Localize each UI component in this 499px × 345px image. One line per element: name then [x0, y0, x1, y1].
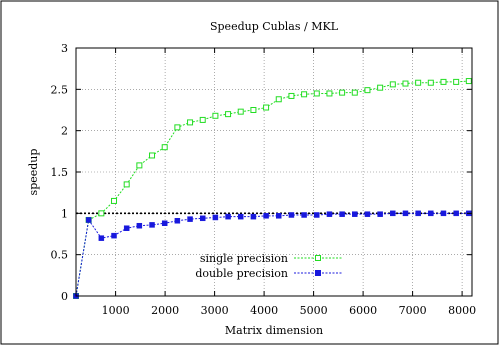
double-precision-point [352, 211, 358, 217]
y-tick-label: 2.5 [51, 83, 69, 96]
double-precision-point [225, 213, 231, 220]
double-precision-point [136, 222, 143, 229]
x-tick-label: 5000 [300, 304, 328, 317]
single-precision-point [313, 90, 320, 97]
single-precision-point [250, 107, 257, 113]
y-tick-label: 0 [61, 290, 68, 303]
single-precision-point [212, 112, 219, 119]
x-tick-label: 1000 [102, 304, 130, 317]
double-precision-point [415, 210, 421, 217]
x-tick-label: 2000 [151, 304, 179, 317]
single-precision-point [427, 79, 434, 86]
single-precision-point [136, 162, 143, 169]
single-precision-point [440, 78, 447, 85]
double-precision-point [364, 211, 371, 217]
double-precision-point [288, 212, 295, 218]
y-tick-label: 0.5 [51, 249, 69, 262]
single-precision-point [161, 144, 168, 151]
double-precision-point [199, 215, 206, 222]
single-precision-point [263, 104, 270, 111]
single-precision-point [187, 119, 194, 126]
double-precision-point [174, 218, 181, 224]
double-precision-point [390, 210, 396, 217]
legend-marker-single-precision [315, 255, 321, 261]
double-precision-point [326, 211, 333, 217]
single-precision-point [98, 210, 105, 217]
y-tick-label: 2 [61, 125, 68, 138]
double-precision-point [111, 232, 117, 239]
single-precision-point [415, 79, 422, 86]
single-precision-point [225, 111, 232, 118]
legend-label-single-precision: single precision [200, 252, 288, 265]
double-precision-point [161, 220, 168, 227]
axis-ticks: 1000 2000 3000 4000 5000 6000 7000 8000 0 0.5 1 1.5… [51, 42, 477, 317]
double-precision-point [123, 225, 130, 231]
x-axis-label: Matrix dimension [225, 324, 323, 337]
legend: single precision double precision [195, 252, 342, 280]
double-precision-point [149, 222, 155, 228]
single-precision-point [351, 89, 358, 96]
legend-label-double-precision: double precision [195, 267, 288, 280]
double-precision-point [212, 214, 219, 221]
x-tick-label: 6000 [349, 304, 377, 317]
single-precision-point [453, 78, 460, 85]
double-precision-point [402, 210, 409, 217]
double-precision-point [440, 210, 447, 217]
single-precision-point [288, 92, 295, 99]
double-precision-point [263, 213, 269, 219]
x-tick-label: 7000 [399, 304, 427, 317]
double-precision-point [314, 212, 320, 218]
single-precision-point [275, 96, 282, 103]
legend-marker-double-precision [315, 270, 321, 276]
single-precision-point [465, 78, 472, 85]
x-tick-label: 4000 [250, 304, 278, 317]
double-precision-point [237, 213, 244, 220]
chart-title: Speedup Cublas / MKL [210, 20, 339, 33]
single-precision-point [123, 181, 130, 188]
single-precision-point [377, 84, 384, 91]
y-tick-label: 1.5 [51, 166, 69, 179]
double-precision-point [276, 213, 282, 219]
single-precision-point [339, 89, 346, 96]
single-precision-point [364, 87, 371, 94]
single-precision-point [111, 197, 118, 204]
y-tick-label: 3 [61, 42, 68, 55]
double-precision-point [98, 235, 105, 241]
single-precision-point [199, 116, 206, 123]
double-precision-point [85, 217, 92, 223]
x-tick-label: 3000 [201, 304, 229, 317]
single-precision-point [389, 81, 396, 88]
single-precision-point [149, 152, 156, 159]
single-precision-point [402, 80, 409, 87]
single-precision-point [301, 91, 308, 98]
double-precision-point [250, 213, 257, 220]
double-precision-point [187, 216, 193, 222]
double-precision-point [339, 211, 345, 217]
single-precision-point [174, 124, 181, 131]
double-precision-point [453, 210, 459, 217]
double-precision-point [301, 212, 307, 218]
double-precision-point [377, 211, 383, 217]
y-tick-label: 1 [61, 207, 68, 220]
single-precision-point [326, 90, 333, 97]
x-tick-label: 8000 [448, 304, 476, 317]
single-precision-point [237, 108, 244, 115]
y-axis-label: speedup [27, 149, 40, 196]
double-precision-point [428, 210, 434, 217]
